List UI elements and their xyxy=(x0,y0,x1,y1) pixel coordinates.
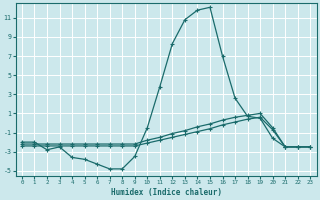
X-axis label: Humidex (Indice chaleur): Humidex (Indice chaleur) xyxy=(111,188,221,197)
